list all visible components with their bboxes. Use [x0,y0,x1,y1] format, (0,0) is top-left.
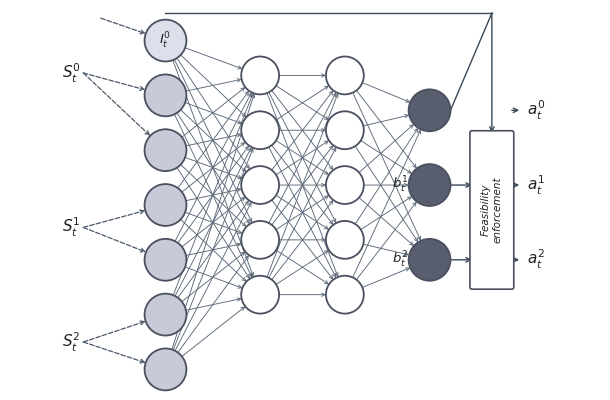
Text: Feasibility
enforcement: Feasibility enforcement [481,177,503,243]
Circle shape [326,111,364,149]
Circle shape [326,56,364,94]
Circle shape [145,184,187,226]
Circle shape [145,129,187,171]
Circle shape [145,239,187,281]
Circle shape [241,276,279,314]
Circle shape [241,166,279,204]
Circle shape [326,221,364,259]
Circle shape [145,348,187,390]
Text: $a_t^0$: $a_t^0$ [526,99,545,122]
FancyBboxPatch shape [470,131,514,289]
Text: $a_t^2$: $a_t^2$ [526,248,545,271]
Text: $S_t^1$: $S_t^1$ [62,216,81,239]
Circle shape [145,74,187,116]
Circle shape [326,166,364,204]
Circle shape [241,56,279,94]
Circle shape [409,239,451,281]
Text: $S_t^2$: $S_t^2$ [62,330,81,354]
Circle shape [241,111,279,149]
Text: $a_t^1$: $a_t^1$ [526,174,545,197]
Text: $b_t^1$: $b_t^1$ [392,175,409,195]
Circle shape [241,221,279,259]
Circle shape [145,294,187,336]
Circle shape [326,276,364,314]
Text: $b_t^2$: $b_t^2$ [392,250,409,270]
Circle shape [409,89,451,131]
Circle shape [145,20,187,62]
Text: $S_t^0$: $S_t^0$ [62,61,81,84]
Text: $I_t^0$: $I_t^0$ [159,30,171,51]
Circle shape [409,164,451,206]
